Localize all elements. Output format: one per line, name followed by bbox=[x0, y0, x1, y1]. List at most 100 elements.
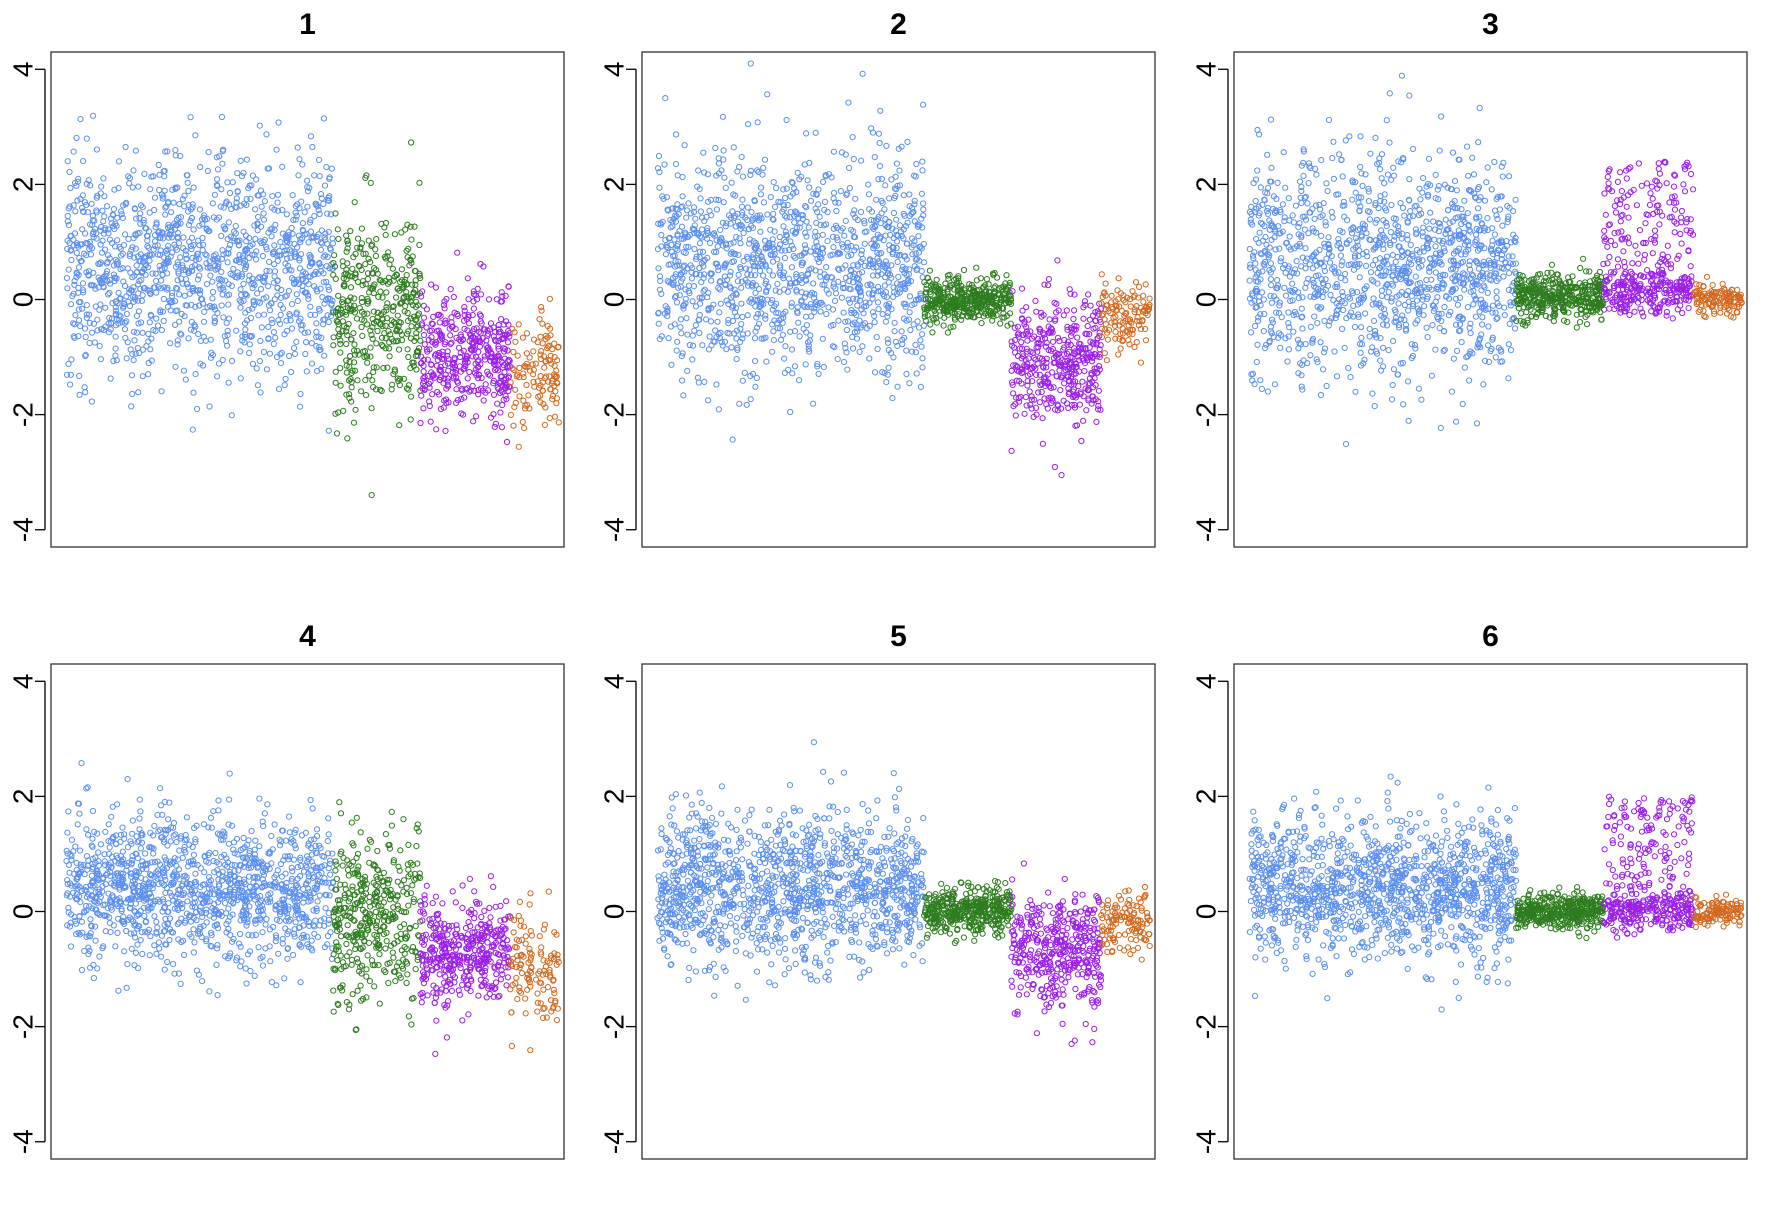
data-point bbox=[720, 199, 727, 206]
data-point bbox=[1021, 410, 1028, 417]
data-point bbox=[875, 130, 883, 137]
data-point bbox=[65, 360, 72, 367]
data-point bbox=[917, 383, 925, 390]
data-point bbox=[195, 237, 202, 244]
data-point bbox=[129, 244, 136, 251]
data-point bbox=[112, 333, 119, 340]
data-point bbox=[77, 323, 84, 330]
data-point bbox=[218, 268, 225, 275]
data-point bbox=[156, 262, 163, 269]
data-point bbox=[314, 203, 321, 210]
data-point bbox=[475, 348, 482, 355]
data-point bbox=[316, 307, 323, 314]
data-point bbox=[288, 368, 295, 376]
data-point bbox=[268, 233, 275, 240]
data-point bbox=[215, 263, 222, 270]
data-point bbox=[98, 325, 105, 333]
data-point bbox=[379, 279, 386, 286]
data-point bbox=[236, 297, 243, 304]
data-point bbox=[684, 331, 691, 338]
data-point bbox=[160, 168, 167, 175]
data-point bbox=[491, 336, 498, 343]
data-point bbox=[1325, 234, 1332, 241]
data-point bbox=[297, 315, 304, 322]
data-point bbox=[770, 179, 777, 186]
data-point bbox=[410, 359, 417, 366]
data-point bbox=[374, 327, 381, 335]
data-point bbox=[170, 199, 177, 206]
series-group-2 bbox=[330, 139, 424, 499]
data-point bbox=[684, 367, 691, 374]
data-point bbox=[801, 242, 809, 249]
data-point bbox=[293, 212, 300, 219]
data-point bbox=[367, 353, 374, 360]
data-point bbox=[377, 321, 384, 328]
data-point bbox=[1022, 394, 1030, 401]
data-point bbox=[700, 149, 707, 156]
data-point bbox=[504, 339, 512, 346]
data-point bbox=[470, 305, 477, 312]
data-point bbox=[177, 152, 184, 160]
data-point bbox=[692, 215, 699, 222]
data-point bbox=[303, 289, 310, 296]
data-point bbox=[1254, 341, 1261, 348]
data-point bbox=[507, 411, 515, 418]
data-point bbox=[144, 243, 151, 250]
data-point bbox=[546, 415, 553, 422]
data-point bbox=[851, 207, 858, 214]
data-point bbox=[197, 265, 204, 272]
data-point bbox=[243, 292, 250, 299]
data-point bbox=[337, 382, 344, 389]
data-point bbox=[150, 246, 157, 253]
data-point bbox=[204, 215, 211, 223]
data-point bbox=[681, 142, 688, 149]
data-point bbox=[350, 419, 358, 426]
data-point bbox=[733, 234, 740, 241]
data-point bbox=[729, 208, 736, 215]
data-point bbox=[167, 307, 174, 314]
data-point bbox=[1081, 298, 1089, 305]
data-point bbox=[135, 389, 142, 396]
data-point bbox=[1080, 417, 1087, 424]
data-point bbox=[261, 311, 268, 318]
data-point bbox=[895, 273, 902, 280]
data-point bbox=[697, 195, 704, 202]
data-point bbox=[760, 199, 768, 206]
data-point bbox=[207, 336, 214, 343]
data-point bbox=[179, 196, 186, 203]
data-point bbox=[239, 252, 247, 259]
data-point bbox=[1060, 312, 1067, 319]
data-point bbox=[73, 182, 80, 189]
data-point bbox=[165, 198, 172, 205]
data-point bbox=[81, 325, 89, 332]
data-point bbox=[1261, 344, 1269, 352]
data-point bbox=[106, 236, 114, 243]
data-point bbox=[868, 125, 875, 132]
data-point bbox=[754, 119, 761, 126]
data-point bbox=[382, 322, 389, 329]
data-point bbox=[125, 173, 132, 180]
y-tick-label: 2 bbox=[599, 177, 630, 193]
data-point bbox=[74, 270, 81, 277]
data-point bbox=[736, 235, 743, 242]
data-point bbox=[320, 253, 327, 260]
data-point bbox=[461, 325, 468, 332]
data-point bbox=[918, 268, 925, 275]
data-point bbox=[93, 194, 100, 201]
data-point bbox=[690, 283, 698, 290]
data-point bbox=[305, 281, 312, 288]
data-point bbox=[960, 266, 968, 274]
data-point bbox=[888, 306, 895, 313]
data-point bbox=[194, 405, 201, 413]
data-point bbox=[1412, 273, 1419, 280]
data-point bbox=[402, 276, 409, 283]
data-point bbox=[498, 316, 505, 323]
data-point bbox=[668, 361, 675, 368]
data-point bbox=[1019, 307, 1026, 314]
data-point bbox=[494, 367, 502, 374]
data-point bbox=[983, 276, 991, 283]
data-point bbox=[1080, 315, 1087, 322]
data-point bbox=[108, 315, 116, 322]
